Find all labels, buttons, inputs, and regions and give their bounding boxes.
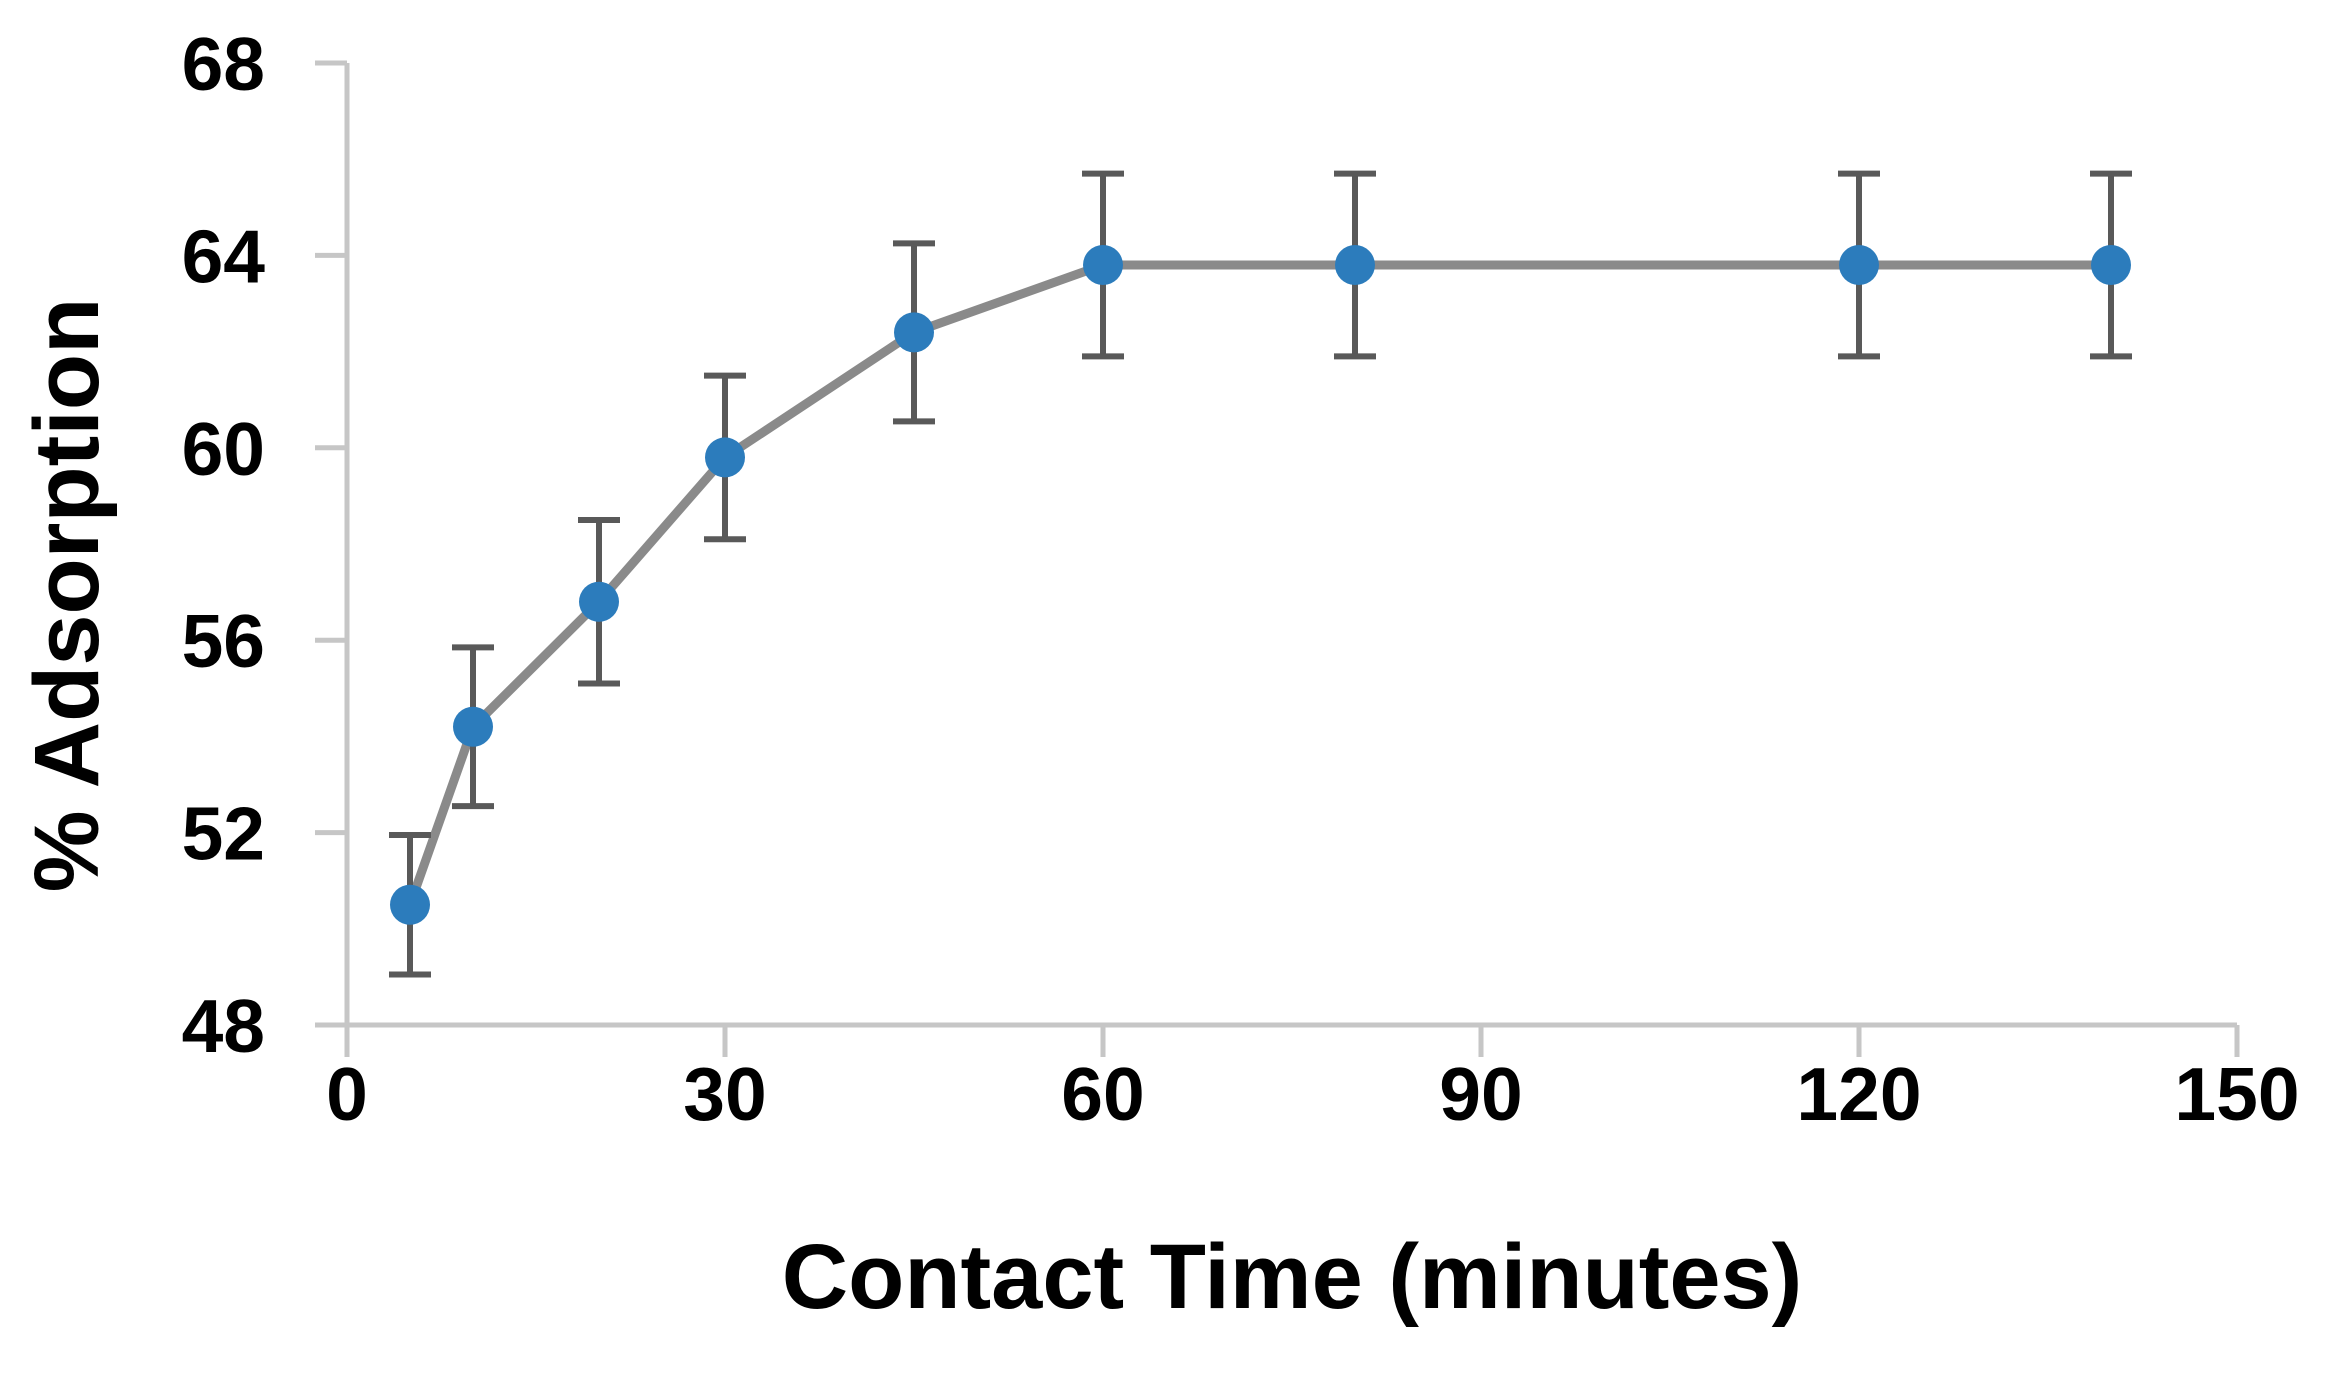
data-point-marker xyxy=(1839,245,1879,286)
x-tick-label: 30 xyxy=(683,1052,766,1136)
data-point-marker xyxy=(1083,245,1123,286)
data-point-marker xyxy=(1335,245,1375,286)
x-tick-label: 60 xyxy=(1061,1052,1144,1136)
data-point-marker xyxy=(705,437,745,478)
y-tick-label: 64 xyxy=(182,214,266,298)
axes: 48 52 56 60 64 68 0 30 60 90 120 150 xyxy=(182,22,2300,1136)
data-point-marker xyxy=(894,312,934,353)
x-tick-label: 150 xyxy=(2174,1052,2299,1136)
y-tick-label: 56 xyxy=(182,599,265,683)
y-axis-title: % Adsorption xyxy=(16,298,118,893)
x-tick-label: 0 xyxy=(326,1052,368,1136)
data-series xyxy=(389,170,2132,978)
x-tick-label: 120 xyxy=(1796,1052,1921,1136)
y-tick-label: 68 xyxy=(182,22,265,106)
x-axis-title: Contact Time (minutes) xyxy=(782,1226,1803,1328)
y-tick-label: 60 xyxy=(182,407,265,491)
data-point-marker xyxy=(579,581,619,622)
y-tick-label: 52 xyxy=(182,792,265,876)
y-tick-label: 48 xyxy=(182,984,265,1068)
data-point-marker xyxy=(453,706,493,747)
data-point-marker xyxy=(390,884,430,925)
x-tick-label: 90 xyxy=(1439,1052,1522,1136)
data-point-marker xyxy=(2091,245,2131,286)
series-line xyxy=(405,260,2116,910)
